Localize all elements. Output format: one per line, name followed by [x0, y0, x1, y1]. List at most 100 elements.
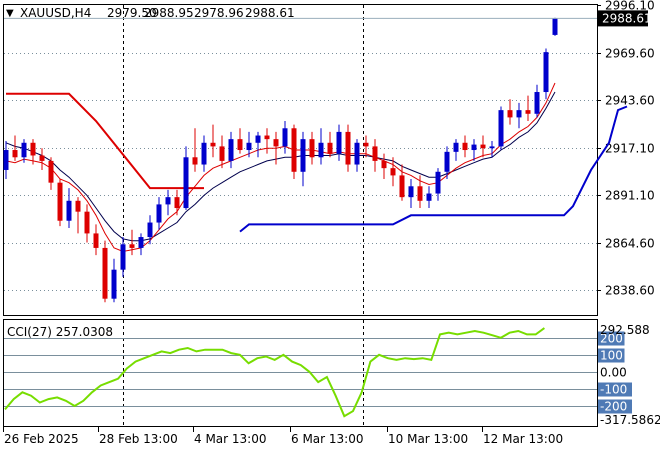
candle [498, 106, 504, 151]
candle-body [264, 135, 270, 140]
price-tick-label: 2917.10 [605, 142, 655, 156]
candle-body [210, 142, 216, 147]
candle-body [66, 200, 72, 221]
candle [480, 135, 486, 158]
candle-body [462, 142, 468, 151]
candle-body [57, 182, 63, 221]
candle [21, 139, 27, 163]
candle-body [408, 186, 414, 198]
stop-up-line [239, 105, 628, 233]
candle-body [498, 110, 504, 147]
cci-line [4, 327, 545, 418]
candle [30, 139, 36, 165]
candle-body [237, 139, 243, 151]
candle-body [543, 52, 549, 93]
candle-body [282, 128, 288, 147]
candle-body [453, 142, 459, 152]
candle-body [228, 139, 234, 161]
candle-body [435, 171, 441, 194]
open-value: 2979.50 [107, 6, 157, 20]
candle-body [345, 131, 351, 165]
candle [354, 139, 360, 172]
close-value: 2988.61 [245, 6, 295, 20]
candle-body [471, 144, 477, 151]
candle [192, 128, 198, 172]
candle-body [84, 211, 90, 234]
candle [102, 240, 108, 303]
cci-level-label: -100 [600, 383, 627, 397]
candle-body [255, 135, 261, 143]
candle [300, 131, 306, 187]
candle [516, 102, 522, 129]
price-tick-label: 2996.10 [605, 0, 655, 13]
candle [183, 146, 189, 210]
candle [336, 124, 342, 161]
candle [327, 131, 333, 158]
candle [120, 237, 126, 277]
candle-body [426, 193, 432, 201]
candle [12, 135, 18, 161]
candle [525, 95, 531, 122]
candle-body [219, 146, 225, 161]
candle [372, 139, 378, 172]
candle-body [534, 92, 540, 114]
candle-body [174, 197, 180, 209]
candle-body [111, 269, 117, 299]
high-value: 2988.95 [144, 6, 194, 20]
candle-body [129, 244, 135, 248]
candle-body [552, 18, 558, 35]
candle-body [309, 139, 315, 158]
candle [408, 179, 414, 209]
candle [399, 164, 405, 201]
candle [282, 121, 288, 154]
cci-level-badge [598, 331, 625, 346]
candle [489, 140, 495, 158]
candle [507, 99, 513, 125]
time-tick-label: 12 Mar 13:00 [483, 432, 563, 446]
candle [435, 168, 441, 201]
candle-body [246, 142, 252, 151]
candle [219, 135, 225, 169]
price-scale: 2996.10 2969.60 2943.60 2917.10 2891.10 2864.… [597, 0, 655, 298]
collapse-arrow-icon[interactable]: ▼ [6, 8, 14, 19]
candle [138, 233, 144, 256]
candle [309, 131, 315, 165]
price-tick-label: 2864.60 [605, 237, 655, 251]
candle-body [147, 222, 153, 238]
candle [534, 84, 540, 118]
cci-level-label: 0.00 [600, 366, 627, 380]
cci-level-badge [598, 348, 625, 363]
candle [291, 124, 297, 180]
symbol-label: XAUUSD,H4 [20, 6, 91, 20]
cci-min-label: -317.5862 [600, 413, 660, 427]
current-price-label: 2988.61 [602, 11, 652, 25]
candle-body [120, 244, 126, 270]
cci-max-label: 292.588 [600, 323, 650, 337]
candle-body [93, 233, 99, 248]
candle [147, 215, 153, 245]
slow-moving-average-line [5, 91, 556, 242]
candle [381, 153, 387, 180]
price-tick-label: 2943.60 [605, 94, 655, 108]
candle-body [192, 157, 198, 165]
candle [237, 128, 243, 154]
current-price-box [598, 10, 648, 27]
candle-body [354, 142, 360, 165]
candle [345, 124, 351, 172]
candle [453, 139, 459, 161]
candle-body [21, 142, 27, 158]
candle [66, 188, 72, 228]
candle [210, 124, 216, 158]
candle-body [525, 110, 531, 114]
candle-body [444, 151, 450, 172]
candle [318, 128, 324, 165]
candle [363, 135, 369, 158]
price-tick-label: 2969.60 [605, 47, 655, 61]
candle [390, 157, 396, 187]
candle [84, 204, 90, 243]
cci-level-label: -200 [600, 400, 627, 414]
symbol-header: ▼ XAUUSD,H4 2979.50 2988.95 2978.96 2988… [6, 6, 295, 20]
candles [3, 17, 558, 303]
low-value: 2978.96 [194, 6, 244, 20]
